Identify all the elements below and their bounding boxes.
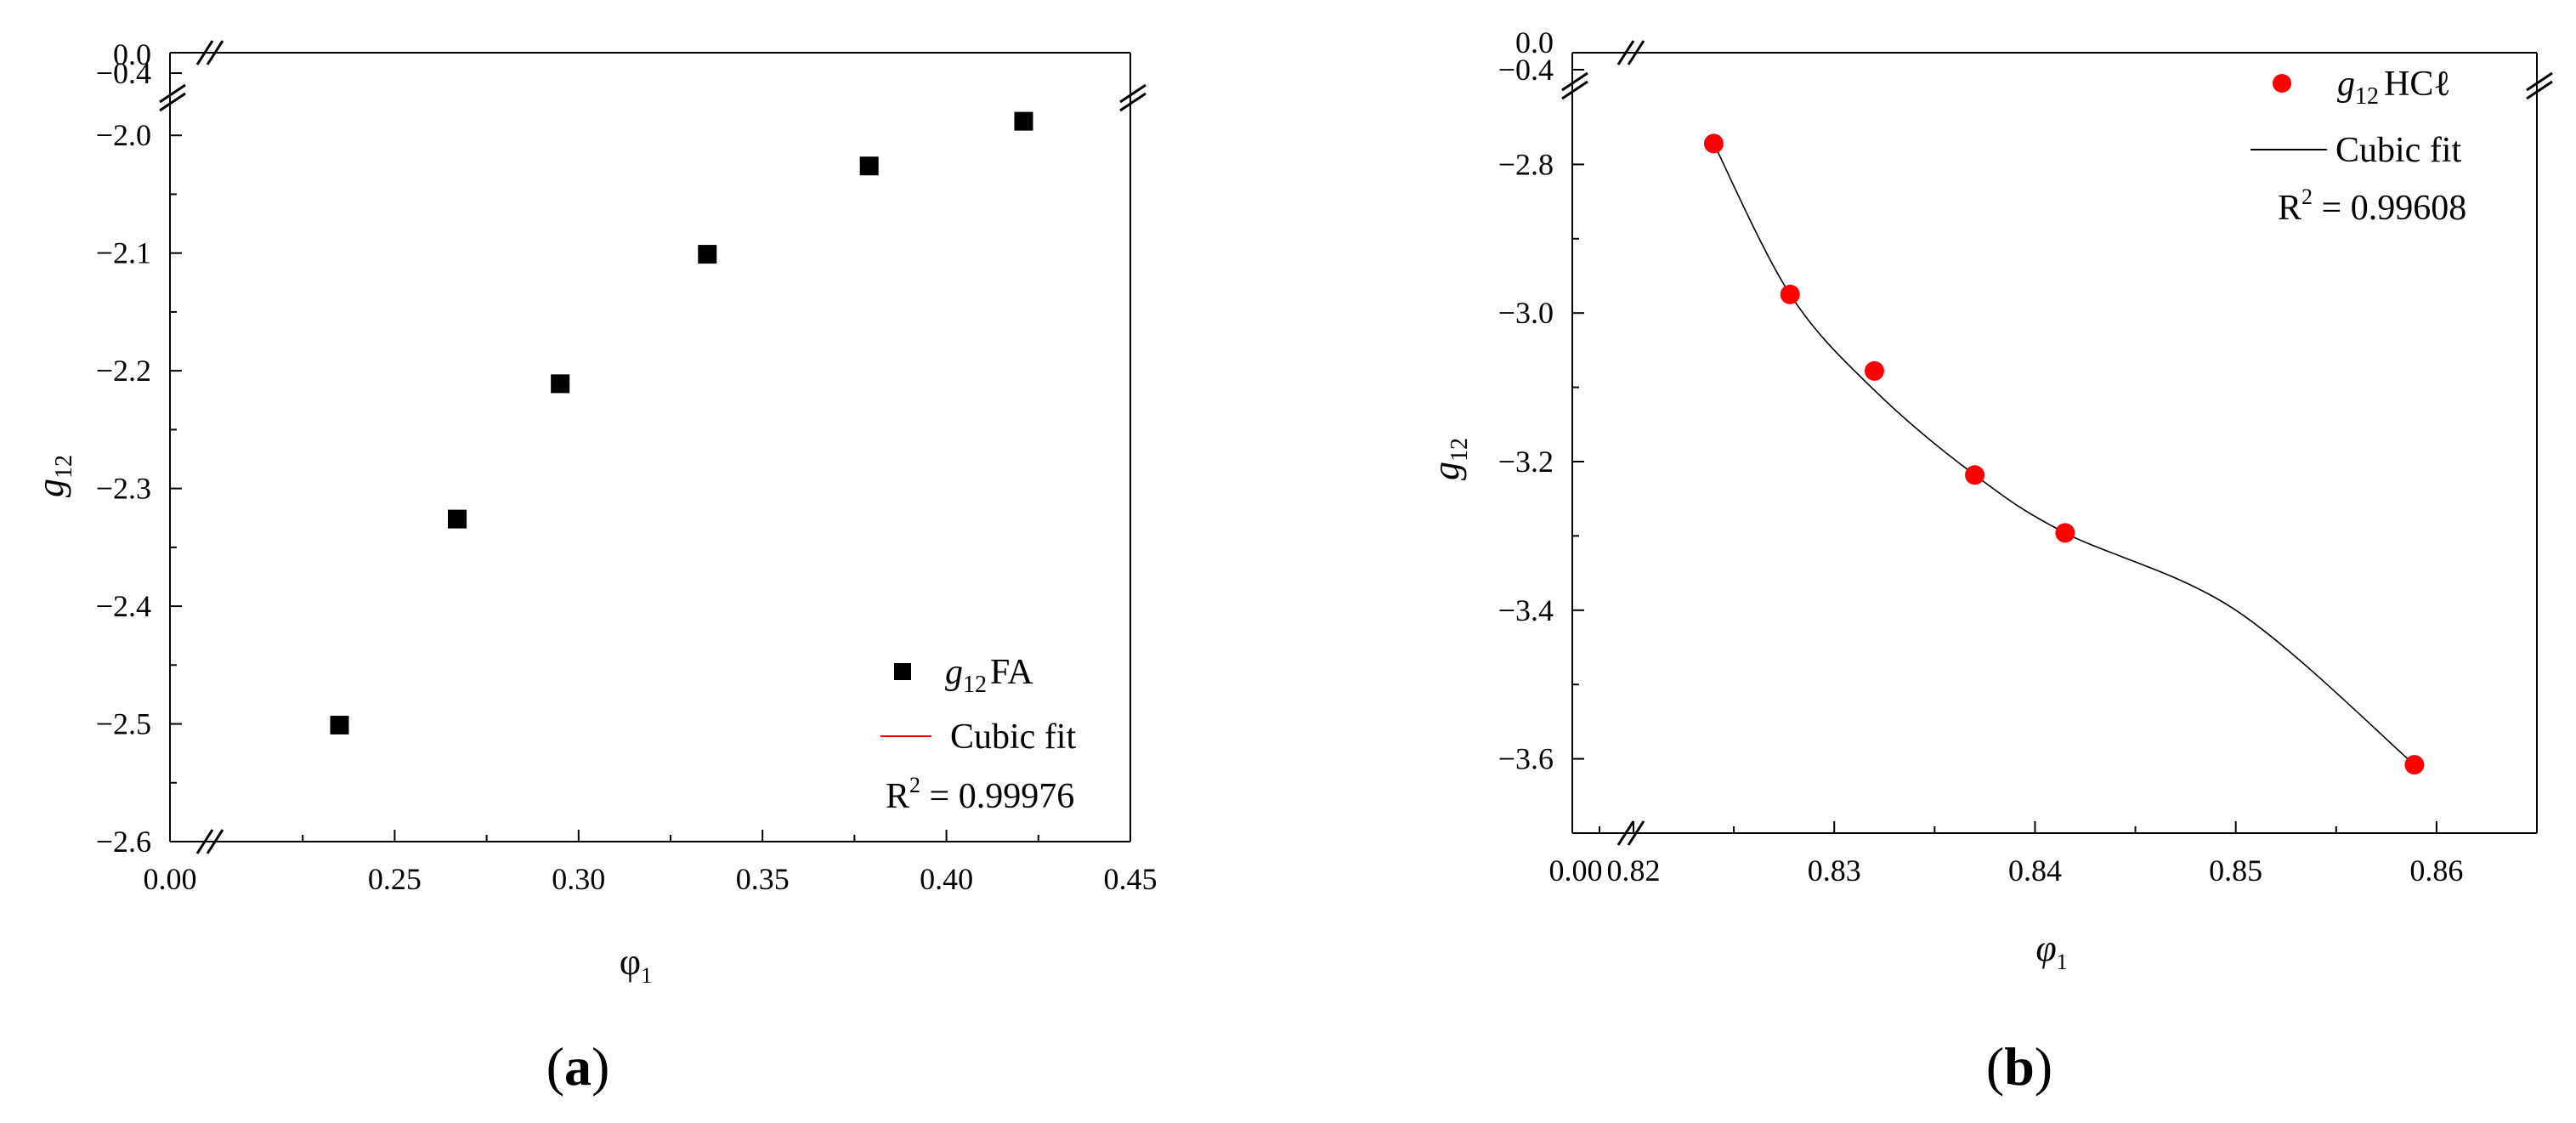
y-tick-label: −2.2 <box>96 354 151 388</box>
y-axis-label: g12 <box>1425 438 1473 480</box>
axis-break-mark <box>159 83 186 104</box>
axis-break-mark <box>206 829 224 854</box>
axis-break-mark <box>195 40 214 65</box>
x-tick-label: 0.84 <box>2008 854 2062 888</box>
x-tick-label: 0.25 <box>368 862 422 896</box>
data-point-square <box>551 374 570 394</box>
data-point-square <box>330 715 349 734</box>
y-tick-label: −2.5 <box>96 707 151 741</box>
y-tick-label: −3.4 <box>1498 593 1554 627</box>
axis-break-mark <box>2526 80 2553 100</box>
axis-break-mark <box>206 40 224 65</box>
panel-caption-a: (a) <box>546 1036 610 1097</box>
data-point-square <box>698 245 717 264</box>
chart-panel-a: −2.0 −2.1 −2.2 −2.3 −2.4 −2.5 −2.6 0.0−0.4 0.25 0… <box>30 37 1158 1097</box>
x-axis-label: φ1 <box>2035 927 2067 974</box>
data-point-square <box>1014 111 1033 131</box>
x-tick-label: 0.85 <box>2209 854 2262 888</box>
x-tick-label: 0.45 <box>1104 862 1158 896</box>
axis-break-mark <box>1561 71 1588 92</box>
data-point-circle <box>2404 755 2425 775</box>
axis-break-mark <box>1561 80 1588 100</box>
tick-layer: −2.0 −2.1 −2.2 −2.3 −2.4 −2.5 −2.6 0.0−0.4 0.25 0… <box>96 37 1158 896</box>
tick-layer: −2.8 −3.0 −3.2 −3.4 −3.6 0.0−0.4 0.82 0.83 0.84 0… <box>1498 26 2464 888</box>
x-tick-label: 0.83 <box>1808 854 1861 888</box>
y-tick-label: −3.0 <box>1498 296 1554 330</box>
x-tick-label: 0.00 <box>144 862 197 896</box>
axis-break-mark <box>1627 820 1645 846</box>
legend: g12FA Cubic fit R2 = 0.99976 <box>880 653 1076 816</box>
legend-label-cubic-fit: Cubic fit <box>2335 131 2461 170</box>
chart-panel-b: −2.8 −3.0 −3.2 −3.4 −3.6 0.0−0.4 0.82 0.83 0.84 0… <box>1425 26 2553 1097</box>
plot-frame <box>159 40 1146 854</box>
y-tick-label: −2.8 <box>1498 147 1554 181</box>
legend-label-g12-fa: g12FA <box>945 653 1033 698</box>
data-point-circle <box>2055 523 2075 543</box>
r-squared-annotation: R2 = 0.99976 <box>886 773 1074 816</box>
legend-marker-circle <box>2273 74 2291 93</box>
y-axis-label-subscript: 12 <box>1447 438 1473 462</box>
x-axis-label-subscript: 1 <box>2057 950 2068 974</box>
y-tick-label: −0.4 <box>1498 53 1554 87</box>
fit-curve-layer <box>1713 143 2415 766</box>
axis-break-mark <box>159 92 186 112</box>
panel-caption-b: (b) <box>1986 1036 2052 1097</box>
y-tick-label: −2.1 <box>96 236 151 270</box>
x-axis-label: φ1 <box>620 941 652 988</box>
y-tick-label: −2.0 <box>96 118 151 152</box>
axis-break-mark <box>1627 40 1645 65</box>
x-tick-label: 0.86 <box>2409 854 2463 888</box>
legend: g12 HCℓ Cubic fit R2 = 0.99608 <box>2250 65 2466 228</box>
data-point-circle <box>1780 284 1800 304</box>
y-tick-label: 0.0 <box>113 37 151 71</box>
legend-label-cubic-fit: Cubic fit <box>950 717 1076 757</box>
y-tick-label: 0.0 <box>1515 26 1554 60</box>
y-tick-label: −2.3 <box>96 472 151 506</box>
y-axis-label-subscript: 12 <box>51 455 77 479</box>
data-points-layer <box>1703 133 2425 775</box>
data-point-square <box>447 509 467 529</box>
y-tick-label: −2.6 <box>96 825 151 859</box>
y-tick-label: −3.2 <box>1498 445 1554 479</box>
data-points-layer <box>330 111 1033 734</box>
y-tick-label: −3.6 <box>1498 742 1554 776</box>
axis-break-mark <box>1616 820 1635 846</box>
y-tick-label: −2.4 <box>96 589 151 623</box>
data-point-square <box>859 156 879 176</box>
x-tick-label: 0.00 <box>1549 854 1603 888</box>
axis-break-mark <box>1119 92 1146 112</box>
legend-label-g12-hcl: g12 HCℓ <box>2337 65 2450 110</box>
x-tick-label: 0.35 <box>736 862 790 896</box>
cubic-fit-line <box>1713 143 2415 766</box>
axis-break-mark <box>1119 83 1146 104</box>
axis-break-mark <box>1616 40 1635 65</box>
x-tick-label: 0.30 <box>552 862 605 896</box>
axis-break-mark <box>2526 71 2553 92</box>
data-point-circle <box>1864 360 1884 381</box>
legend-marker-square <box>894 663 911 680</box>
data-point-circle <box>1703 133 1724 154</box>
data-point-circle <box>1965 465 1985 485</box>
y-tick-label: −0.4 <box>96 56 151 90</box>
x-axis-label-subscript: 1 <box>641 963 652 988</box>
x-tick-label: 0.40 <box>920 862 973 896</box>
x-tick-label: 0.82 <box>1607 854 1661 888</box>
y-axis-label: g12 <box>30 455 77 497</box>
r-squared-annotation: R2 = 0.99608 <box>2278 184 2466 228</box>
axis-break-mark <box>195 829 214 854</box>
